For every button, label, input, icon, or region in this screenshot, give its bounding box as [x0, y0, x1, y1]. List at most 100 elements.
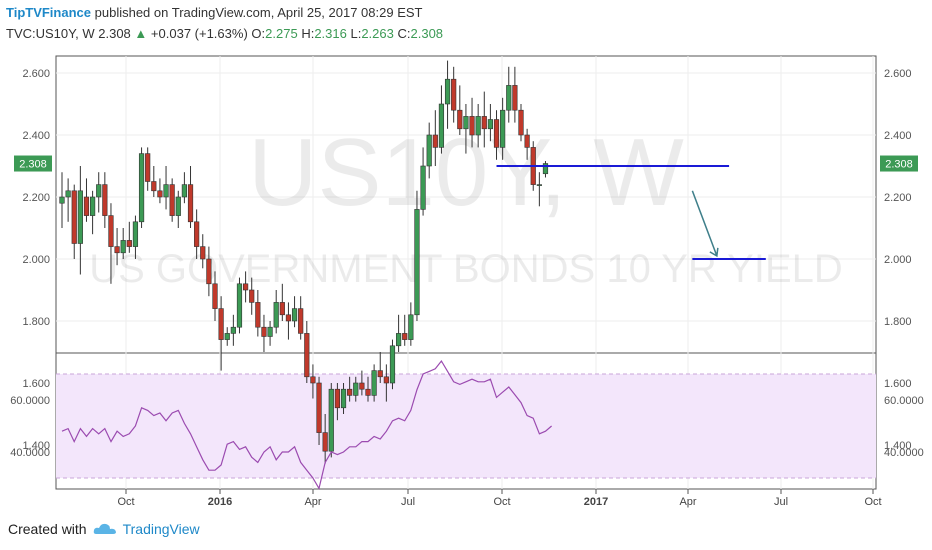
open-value: 2.275: [265, 26, 298, 41]
rsi-band-fill: [56, 374, 876, 478]
candle-body: [310, 376, 316, 384]
footer: Created with TradingView: [8, 521, 200, 537]
low-value: 2.263: [361, 26, 394, 41]
ohlc-legend: TVC:US10Y, W 2.308 ▲ +0.037 (+1.63%) O:2…: [6, 26, 443, 41]
rsi-tick-left: 60.0000: [10, 395, 50, 407]
low-label: L:: [350, 26, 362, 41]
candle: [377, 352, 383, 383]
price-tick-left: 1.800: [22, 316, 50, 328]
candle: [371, 364, 377, 402]
candle: [536, 172, 542, 207]
down-arrow-line: [691, 190, 718, 257]
candle-body: [316, 382, 322, 433]
candle: [402, 314, 408, 346]
candle-body: [243, 283, 249, 291]
candle-body: [389, 345, 396, 384]
rsi-tick-right: 60.0000: [884, 395, 924, 407]
author-name[interactable]: TipTVFinance: [6, 5, 91, 20]
candle: [96, 172, 102, 213]
candle: [102, 172, 108, 228]
candle-body: [463, 116, 469, 130]
candle-body: [536, 184, 542, 186]
candle: [243, 271, 249, 303]
candle: [218, 296, 224, 371]
high-value: 2.316: [314, 26, 347, 41]
candle: [353, 376, 359, 402]
candle: [340, 383, 347, 414]
candle: [426, 122, 432, 179]
candle-body: [395, 333, 402, 347]
price-tick-left: 2.200: [22, 192, 50, 204]
candle-body: [151, 181, 157, 192]
candle-body: [96, 184, 102, 198]
candle-body: [340, 388, 347, 409]
price-tick-left: 2.000: [22, 254, 50, 266]
close-label: C:: [397, 26, 411, 41]
candle-body: [457, 109, 463, 130]
candle-body: [138, 153, 145, 223]
price-tick-left: 1.400: [22, 440, 50, 452]
candle: [512, 66, 518, 123]
candle: [389, 339, 396, 390]
candle: [395, 314, 402, 352]
symbol-label: TVC:US10Y, W: [6, 26, 95, 41]
candle: [65, 178, 71, 222]
candle-body: [285, 314, 292, 322]
candle: [279, 283, 285, 321]
candle-body: [181, 184, 188, 198]
candle-body: [512, 85, 518, 111]
candle: [291, 296, 298, 328]
price-tick-left: 2.600: [22, 68, 50, 80]
candle: [359, 370, 365, 396]
candle: [432, 110, 438, 166]
candle-body: [212, 283, 218, 309]
rsi-series-line: [61, 359, 552, 490]
rsi-tick-right: 40.0000: [884, 447, 924, 459]
last-price-tag-label: 2.308: [19, 159, 47, 171]
candle-body: [71, 190, 77, 244]
candle-body: [383, 376, 389, 384]
price-change: +0.037 (+1.63%): [150, 26, 248, 41]
candle-body: [347, 388, 353, 396]
rsi-band: [56, 373, 876, 479]
candle-body: [493, 119, 500, 148]
candle-body: [420, 165, 426, 210]
candle-body: [273, 302, 279, 328]
candle: [108, 203, 114, 284]
candle: [310, 364, 316, 399]
candle-body: [359, 382, 365, 390]
x-tick-label: Oct: [864, 496, 881, 508]
tradingview-brand[interactable]: TradingView: [122, 521, 200, 537]
tradingview-cloud-icon: [93, 523, 116, 534]
last-price-tag: [14, 155, 52, 172]
candle-body: [542, 163, 549, 175]
x-tick-label: Apr: [679, 496, 696, 508]
candle-body: [451, 78, 457, 111]
candle: [206, 246, 212, 297]
x-tick-label: Jul: [774, 496, 788, 508]
candle: [322, 414, 328, 464]
candle: [298, 296, 304, 340]
candle: [267, 321, 273, 346]
candle: [493, 110, 500, 160]
candle-body: [102, 184, 108, 216]
candle: [230, 314, 236, 346]
candle: [506, 66, 512, 123]
last-price: 2.308: [98, 26, 131, 41]
candle-body: [298, 308, 304, 334]
candle: [151, 166, 157, 197]
candle: [126, 221, 132, 253]
candle-body: [224, 333, 230, 340]
price-tick-left: 1.600: [22, 378, 50, 390]
candle-body: [249, 289, 255, 303]
x-tick-label: 2017: [584, 496, 608, 508]
publish-info: TipTVFinance published on TradingView.co…: [6, 5, 423, 20]
price-tick-right: 2.600: [884, 68, 912, 80]
candle-body: [506, 85, 512, 111]
candle: [157, 178, 163, 204]
candle: [138, 147, 145, 228]
candle-body: [120, 240, 126, 254]
candle-body: [524, 134, 530, 148]
candle-body: [187, 184, 194, 223]
